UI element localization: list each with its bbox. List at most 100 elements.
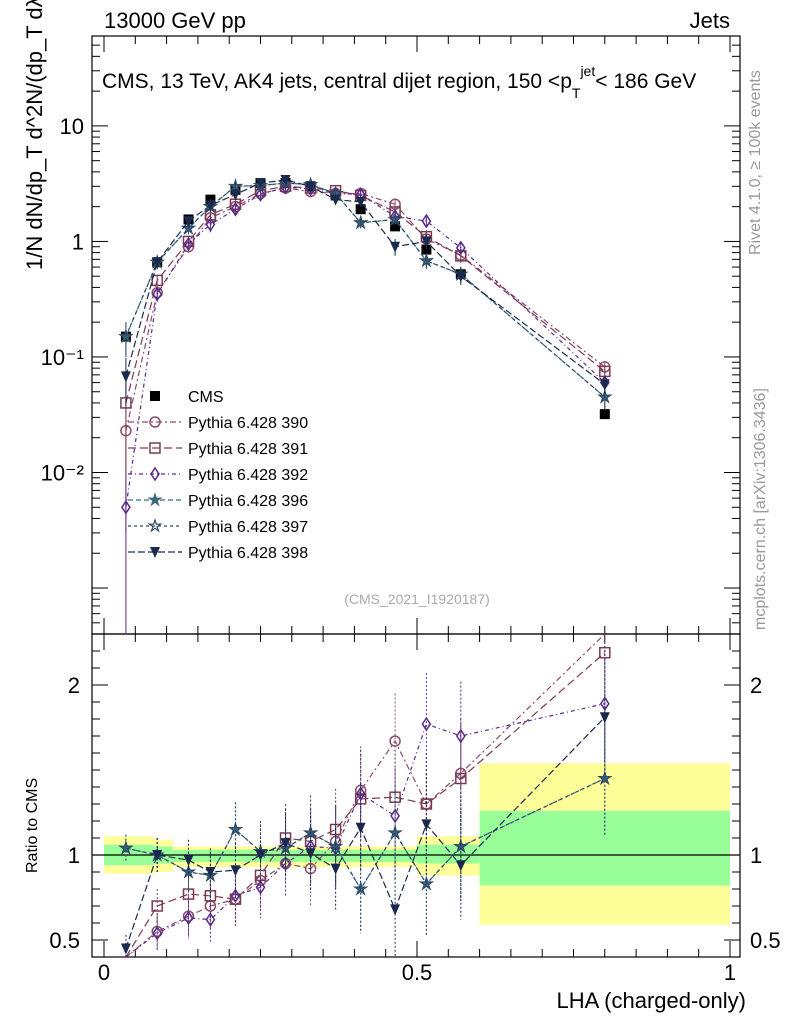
ratio-point — [280, 838, 291, 850]
main-point — [152, 257, 163, 269]
main-point — [230, 201, 241, 217]
main-point — [597, 388, 613, 404]
main-series-3 — [121, 179, 610, 634]
ratio-point — [180, 863, 197, 879]
ratio-point — [597, 770, 613, 786]
ratio-point — [390, 904, 401, 916]
main-point — [151, 274, 163, 287]
legend: CMS Pythia 6.428 390 Pythia 6.428 391 Pythi… — [128, 389, 308, 562]
main-series-0 — [120, 178, 610, 420]
ratio-point — [183, 855, 194, 867]
ratio-point — [455, 728, 466, 744]
legend-marker — [150, 547, 160, 558]
legend-marker — [149, 442, 161, 454]
ratio-uncertainty-bands — [104, 763, 730, 925]
main-ytick-label: 10⁻¹ — [41, 345, 84, 370]
ratio-point — [205, 867, 216, 878]
main-point — [353, 214, 369, 230]
ratio-y-axis-label: Ratio to CMS — [24, 778, 41, 873]
main-point — [280, 175, 291, 187]
ratio-point — [255, 850, 266, 861]
ratio-ytick-label-left: 2 — [68, 673, 80, 698]
legend-marker — [150, 466, 160, 482]
ratio-point — [227, 821, 244, 837]
main-point — [455, 271, 466, 283]
main-point — [387, 211, 403, 226]
main-point — [120, 371, 131, 383]
legend-label: Pythia 6.428 397 — [188, 519, 308, 536]
ratio-point — [230, 865, 241, 877]
ratio-point — [599, 696, 610, 712]
main-point — [599, 379, 610, 391]
analysis-watermark: (CMS_2021_I1920187) — [344, 591, 490, 607]
ratio-point — [151, 900, 163, 912]
main-point — [152, 286, 163, 302]
ratio-point — [305, 848, 316, 860]
ratio-series-line — [125, 716, 606, 949]
ratio-point — [330, 863, 341, 875]
main-point — [230, 189, 241, 201]
ratio-point — [353, 880, 369, 896]
ratio-point — [421, 716, 432, 732]
ratio-point — [152, 850, 163, 861]
main-axis-ticks: 10⁻² 10⁻¹ 1 10 — [41, 35, 740, 635]
main-ytick-label: 1 — [72, 229, 84, 254]
ratio-point — [390, 808, 400, 824]
ratio-point — [599, 712, 610, 724]
header-left: 13000 GeV pp — [104, 8, 246, 33]
main-point — [355, 196, 366, 208]
ratio-ytick-label-left: 0.5 — [49, 928, 80, 953]
main-point — [205, 217, 216, 232]
ratio-point — [389, 735, 401, 747]
legend-marker — [149, 416, 161, 428]
ratio-point — [255, 879, 266, 895]
ratio-point — [230, 888, 241, 904]
chart-title: CMS, 13 TeV, AK4 jets, central dijet reg… — [102, 63, 696, 101]
ratio-xtick-label: 0 — [98, 960, 110, 985]
legend-marker — [150, 391, 160, 401]
legend-label: Pythia 6.428 392 — [188, 467, 308, 484]
main-point — [183, 236, 194, 252]
main-point — [390, 241, 401, 253]
ratio-xtick-label: 0.5 — [402, 960, 433, 985]
mcplots-label: mcplots.cern.ch [arXiv:1306.3436] — [752, 388, 769, 630]
ratio-ytick-label-left: 1 — [68, 843, 80, 868]
ratio-series-group — [118, 633, 613, 958]
legend-label: Pythia 6.428 398 — [188, 545, 308, 562]
ratio-point — [418, 875, 435, 891]
stat-band-4 — [479, 810, 730, 886]
header-right: Jets — [690, 8, 730, 33]
legend-label: CMS — [188, 389, 224, 406]
legend-marker — [147, 491, 163, 507]
main-point — [330, 194, 341, 206]
ratio-axis-ticks: 0 0.5 1 0.5 0.5 1 1 2 2 — [49, 634, 781, 985]
main-point — [355, 204, 366, 215]
main-point — [118, 328, 134, 344]
main-point — [255, 178, 266, 190]
x-axis-label: LHA (charged-only) — [556, 988, 746, 1013]
ratio-point — [455, 860, 466, 872]
legend-label: Pythia 6.428 391 — [188, 441, 308, 458]
ratio-point — [183, 910, 194, 926]
ratio-point — [118, 840, 134, 855]
rivet-label: Rivet 4.1.0, ≥ 100k events — [747, 70, 764, 255]
ratio-ytick-label-right: 1 — [750, 843, 762, 868]
main-point — [255, 187, 266, 202]
ratio-point — [387, 824, 403, 840]
main-point — [418, 252, 435, 268]
main-point — [227, 178, 244, 193]
ratio-xtick-label: 1 — [724, 960, 736, 985]
legend-marker — [147, 517, 163, 533]
ratio-point — [421, 819, 432, 831]
main-point — [455, 240, 466, 256]
main-point — [421, 213, 432, 229]
ratio-ytick-label-right: 0.5 — [750, 928, 781, 953]
main-point — [121, 499, 131, 515]
main-point — [305, 181, 316, 193]
main-point — [390, 221, 401, 232]
main-point — [183, 216, 194, 228]
ratio-ytick-label-right: 2 — [750, 673, 762, 698]
stat-band-2 — [172, 849, 417, 862]
ratio-series-line — [125, 633, 606, 958]
main-point — [599, 409, 610, 420]
